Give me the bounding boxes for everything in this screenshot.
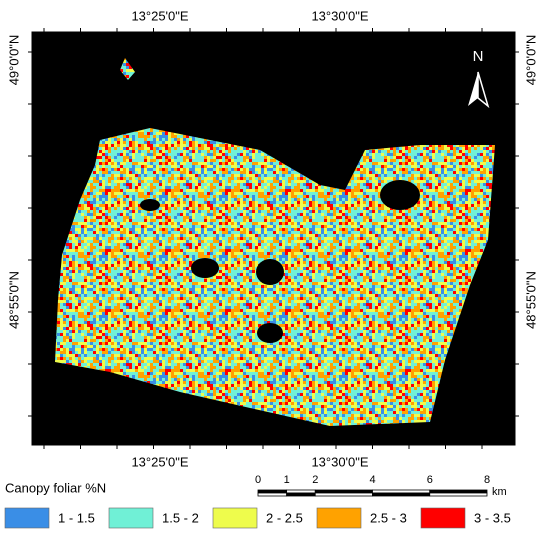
legend-label: 1.5 - 2 (162, 510, 199, 525)
study-area (120, 58, 135, 80)
gap (380, 180, 420, 210)
scale-label: 8 (484, 474, 490, 486)
gap (257, 323, 283, 343)
legend-label: 1 - 1.5 (58, 510, 95, 525)
left-coordinate: 48°55'0"N (6, 271, 21, 329)
scale-label: 6 (427, 474, 433, 486)
arrow-left (468, 72, 478, 106)
legend-swatch (108, 507, 154, 529)
scale-segment (314, 492, 373, 497)
top-coordinate: 13°25'0"E (131, 8, 188, 23)
bottom-coordinate: 13°30'0"E (311, 454, 368, 469)
legend-swatch (420, 507, 466, 529)
scale-label: 1 (284, 474, 290, 486)
scale-label: 0 (255, 474, 261, 486)
gap (256, 259, 284, 285)
gap (140, 199, 160, 211)
scale-segment (429, 492, 488, 497)
gap (191, 258, 219, 278)
legend-label: 2 - 2.5 (266, 510, 303, 525)
legend-label: 3 - 3.5 (474, 510, 511, 525)
scale-segment (372, 489, 431, 494)
scale-segment (286, 492, 316, 497)
arrow-right (477, 71, 490, 109)
scale-segment (429, 489, 488, 494)
scale-unit: km (492, 486, 507, 498)
scale-segment (257, 489, 288, 494)
scale-segment (286, 489, 316, 494)
legend-swatch (316, 507, 362, 529)
north-arrow: N (468, 48, 490, 109)
legend-label: 2.5 - 3 (370, 510, 407, 525)
scale-label: 4 (369, 474, 375, 486)
legend-swatch (4, 507, 50, 529)
scale-segment (314, 489, 373, 494)
scale-segment (372, 492, 431, 497)
north-label: N (473, 48, 484, 65)
left-coordinate: 49°0'0"N (6, 35, 21, 86)
legend-swatch (212, 507, 258, 529)
bottom-coordinate: 13°25'0"E (131, 454, 188, 469)
scale-segment (257, 492, 288, 497)
legend-title: Canopy foliar %N (5, 480, 106, 495)
scale-label: 2 (312, 474, 318, 486)
right-coordinate: 49°0'0"N (523, 35, 538, 86)
top-coordinate: 13°30'0"E (311, 8, 368, 23)
right-coordinate: 48°55'0"N (523, 271, 538, 329)
